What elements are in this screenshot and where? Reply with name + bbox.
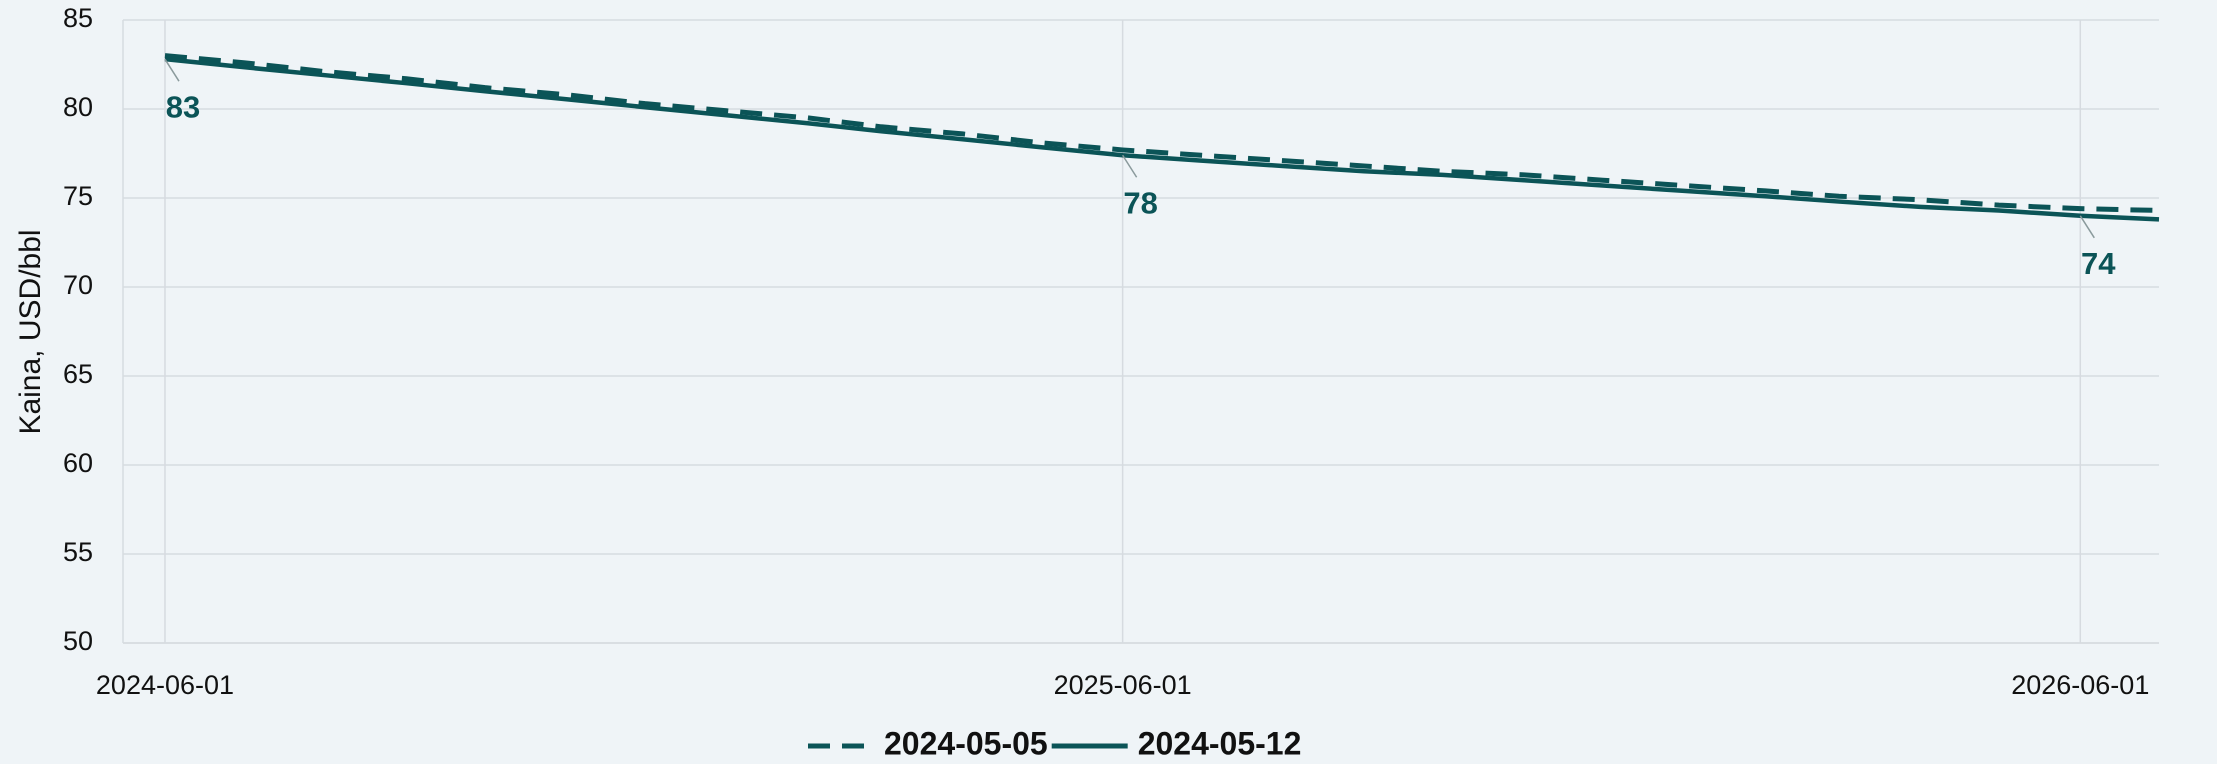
y-tick-label: 65 — [63, 359, 93, 389]
leader-line — [2079, 215, 2095, 239]
series-line — [164, 53, 2160, 213]
legend-label: 2024-05-12 — [1138, 725, 1302, 761]
data-label: 83 — [166, 89, 200, 124]
data-label: 78 — [1123, 185, 1157, 220]
y-tick-label: 70 — [63, 270, 93, 300]
y-tick-label: 80 — [63, 92, 93, 122]
x-tick-label: 2026-06-01 — [2011, 670, 2149, 700]
x-tick-label: 2024-06-01 — [96, 670, 234, 700]
legend-label: 2024-05-05 — [884, 725, 1048, 761]
y-axis-label: Kaina, USD/bbl — [14, 229, 47, 434]
y-tick-label: 75 — [63, 181, 93, 211]
x-tick-label: 2025-06-01 — [1054, 670, 1192, 700]
data-label: 74 — [2081, 246, 2116, 281]
y-tick-label: 55 — [63, 537, 93, 567]
y-tick-label: 50 — [63, 626, 93, 656]
series-line — [164, 56, 2160, 222]
leader-line — [1122, 154, 1138, 178]
y-tick-label: 60 — [63, 448, 93, 478]
leader-line — [164, 58, 180, 82]
y-tick-label: 85 — [63, 3, 93, 33]
